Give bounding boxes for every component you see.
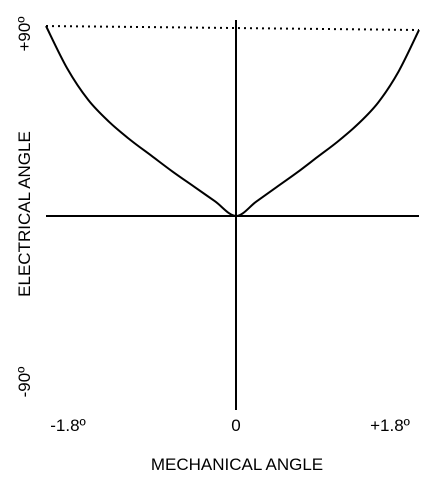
y-tick-label-max: +90º — [15, 16, 34, 51]
x-axis-title: MECHANICAL ANGLE — [151, 455, 323, 474]
x-tick-label-min: -1.8º — [50, 416, 86, 435]
actual-angle-curve — [45, 25, 420, 218]
x-tick-label-max: +1.8º — [370, 416, 410, 435]
x-tick-label-zero: 0 — [231, 416, 240, 435]
y-axis-title: ELECTRICAL ANGLE — [15, 131, 34, 297]
y-tick-label-min: -90º — [15, 367, 34, 398]
ideal-linear-dotted-line — [45, 25, 420, 31]
